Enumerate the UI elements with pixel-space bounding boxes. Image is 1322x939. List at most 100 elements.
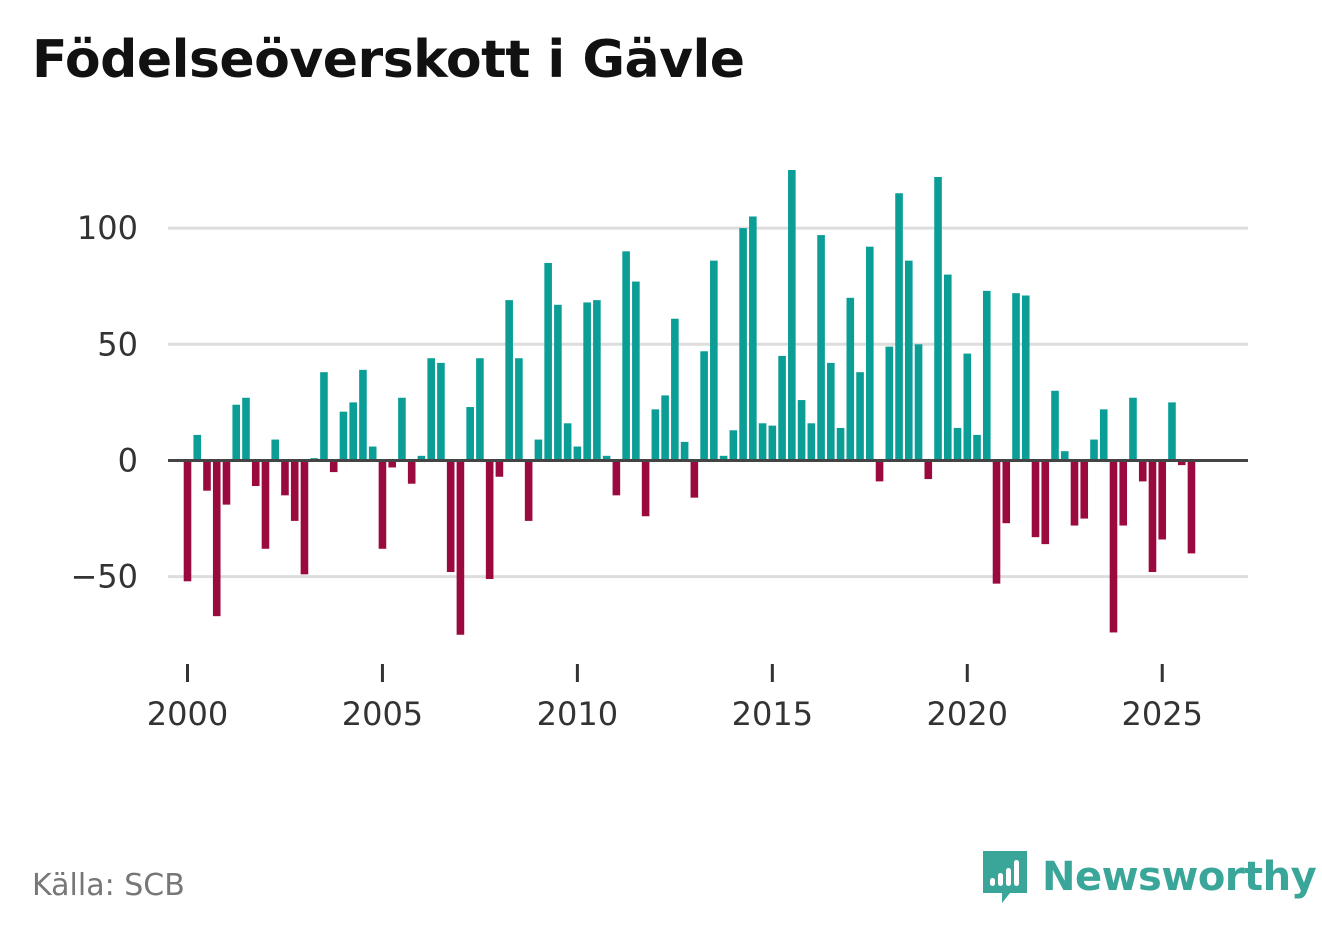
bar[interactable] xyxy=(534,439,543,461)
bar[interactable] xyxy=(1051,390,1059,461)
bar[interactable] xyxy=(1090,439,1098,461)
bar[interactable] xyxy=(1138,460,1147,482)
bar[interactable] xyxy=(427,358,435,461)
bar[interactable] xyxy=(388,460,396,468)
bar[interactable] xyxy=(836,427,845,461)
bar[interactable] xyxy=(476,358,484,461)
bar[interactable] xyxy=(758,423,767,461)
bar[interactable] xyxy=(456,460,465,635)
bar[interactable] xyxy=(515,358,523,461)
bar[interactable] xyxy=(329,460,338,473)
bar[interactable] xyxy=(680,441,689,461)
bar[interactable] xyxy=(485,460,494,579)
bar[interactable] xyxy=(1080,460,1089,519)
bar[interactable] xyxy=(1070,460,1079,526)
bar[interactable] xyxy=(1099,409,1108,461)
bar[interactable] xyxy=(671,318,679,461)
bar[interactable] xyxy=(593,300,601,461)
bar[interactable] xyxy=(320,372,328,461)
bar[interactable] xyxy=(661,395,669,461)
bar[interactable] xyxy=(573,446,582,461)
bar[interactable] xyxy=(183,460,192,582)
bar[interactable] xyxy=(622,251,630,461)
bar[interactable] xyxy=(924,460,933,480)
bar[interactable] xyxy=(544,262,552,461)
bar[interactable] xyxy=(505,300,513,461)
bar[interactable] xyxy=(1177,460,1186,466)
bar[interactable] xyxy=(914,344,923,461)
bar[interactable] xyxy=(953,427,962,461)
bar[interactable] xyxy=(788,170,796,461)
bar[interactable] xyxy=(251,460,260,487)
bar[interactable] xyxy=(524,460,533,521)
bar[interactable] xyxy=(866,246,874,461)
bar[interactable] xyxy=(437,362,445,461)
bar[interactable] xyxy=(261,460,270,549)
bar[interactable] xyxy=(885,346,894,461)
bar[interactable] xyxy=(1041,460,1050,545)
bar[interactable] xyxy=(817,235,825,461)
bar[interactable] xyxy=(1168,402,1176,461)
bar[interactable] xyxy=(349,402,357,461)
bar[interactable] xyxy=(281,460,289,496)
bar[interactable] xyxy=(612,460,621,496)
bar[interactable] xyxy=(827,362,835,461)
bar[interactable] xyxy=(290,460,299,521)
bar[interactable] xyxy=(895,193,903,461)
bar[interactable] xyxy=(749,216,757,461)
bar[interactable] xyxy=(856,372,864,461)
bar[interactable] xyxy=(1187,460,1196,554)
bar[interactable] xyxy=(446,460,455,573)
bar[interactable] xyxy=(651,409,660,461)
bar[interactable] xyxy=(632,281,640,461)
bar[interactable] xyxy=(583,302,591,461)
bar[interactable] xyxy=(729,430,738,461)
bar[interactable] xyxy=(398,397,406,461)
bar[interactable] xyxy=(846,297,855,461)
bar[interactable] xyxy=(807,423,816,461)
bar[interactable] xyxy=(778,355,786,461)
bar[interactable] xyxy=(1129,397,1137,461)
bar[interactable] xyxy=(1060,451,1069,461)
bar[interactable] xyxy=(1021,295,1030,461)
bar[interactable] xyxy=(875,460,884,482)
bar[interactable] xyxy=(904,260,913,461)
bar[interactable] xyxy=(407,460,416,484)
bar[interactable] xyxy=(222,460,231,505)
bar[interactable] xyxy=(495,460,504,477)
bar[interactable] xyxy=(982,290,991,461)
bar[interactable] xyxy=(1158,460,1167,540)
bar[interactable] xyxy=(1031,460,1040,538)
bar[interactable] xyxy=(700,351,708,461)
bar[interactable] xyxy=(641,460,650,517)
brand-logo[interactable]: Newsworthy xyxy=(980,848,1317,906)
bar[interactable] xyxy=(602,455,611,461)
bar[interactable] xyxy=(1002,460,1011,524)
bar[interactable] xyxy=(368,446,377,461)
bar[interactable] xyxy=(992,460,1001,584)
bar[interactable] xyxy=(1148,460,1157,573)
bar[interactable] xyxy=(1119,460,1128,526)
bar[interactable] xyxy=(943,274,952,461)
bar[interactable] xyxy=(203,460,211,491)
bar[interactable] xyxy=(193,434,202,461)
bar[interactable] xyxy=(710,260,718,461)
bar[interactable] xyxy=(339,411,348,461)
bar[interactable] xyxy=(973,434,981,461)
bar[interactable] xyxy=(1109,460,1118,633)
bar[interactable] xyxy=(232,404,241,461)
bar[interactable] xyxy=(1012,293,1020,461)
bar[interactable] xyxy=(271,439,280,461)
bar[interactable] xyxy=(466,407,474,461)
bar[interactable] xyxy=(768,425,777,461)
bar[interactable] xyxy=(359,369,367,461)
bar[interactable] xyxy=(554,304,562,461)
bar[interactable] xyxy=(563,423,572,461)
bar[interactable] xyxy=(934,176,942,461)
bar[interactable] xyxy=(378,460,387,549)
bar[interactable] xyxy=(719,455,728,461)
bar[interactable] xyxy=(300,460,309,575)
bar[interactable] xyxy=(690,460,699,498)
bar[interactable] xyxy=(963,353,972,461)
bar[interactable] xyxy=(739,228,747,461)
